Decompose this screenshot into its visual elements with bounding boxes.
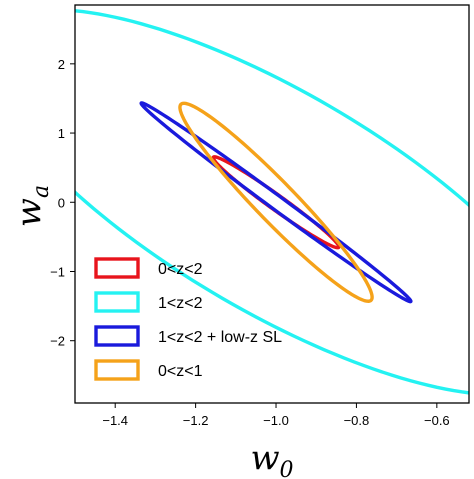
ellipse-series-4	[178, 101, 374, 303]
plot-area	[75, 9, 469, 395]
y-tick-label: 2	[58, 57, 65, 72]
x-tick-label: −1.4	[102, 413, 128, 428]
y-axis-label: wa	[9, 185, 54, 227]
y-axis-label-main: w	[9, 198, 49, 227]
x-tick-label: −1.0	[263, 413, 289, 428]
x-tick-label: −0.8	[344, 413, 370, 428]
x-axis-label: w0	[250, 438, 293, 479]
plot-frame	[74, 4, 470, 404]
legend-label: 0<z<1	[158, 363, 203, 380]
ellipse-series-3	[139, 101, 413, 304]
legend: 0<z<2 1<z<2 1<z<2 + low-z SL 0<z<1	[94, 257, 282, 381]
legend-label: 1<z<2 + low-z SL	[158, 329, 282, 346]
x-axis-ticks: −1.4 −1.2 −1.0 −0.8 −0.6	[102, 403, 450, 428]
legend-label: 0<z<2	[158, 261, 203, 278]
legend-swatch	[94, 359, 140, 381]
x-axis-label-main: w	[250, 438, 279, 478]
legend-swatch	[94, 257, 140, 279]
x-axis-label-sub: 0	[280, 458, 294, 479]
y-tick-label: 0	[58, 195, 65, 210]
y-axis-label-sub: a	[29, 185, 54, 198]
ellipse-series-1	[211, 155, 341, 250]
y-axis-ticks: 2 1 0 −1 −2	[50, 57, 75, 349]
y-tick-label: −1	[50, 264, 65, 279]
x-tick-label: −0.6	[424, 413, 450, 428]
x-tick-label: −1.2	[183, 413, 209, 428]
legend-swatch	[94, 291, 140, 313]
legend-swatch	[94, 325, 140, 347]
y-tick-label: 1	[58, 126, 65, 141]
y-tick-label: −2	[50, 334, 65, 349]
legend-label: 1<z<2	[158, 295, 203, 312]
ellipse-series-2	[75, 9, 469, 395]
